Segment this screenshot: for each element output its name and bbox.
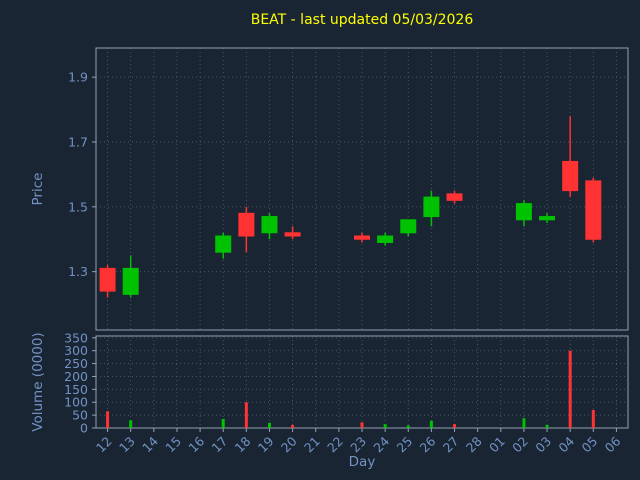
candle-body bbox=[377, 235, 394, 243]
x-tick-label: 27 bbox=[440, 434, 462, 456]
candle-body bbox=[423, 196, 440, 218]
candle-body bbox=[99, 267, 116, 292]
volume-tick-label: 100 bbox=[64, 395, 88, 410]
volume-bar bbox=[383, 424, 387, 428]
price-tick-label: 1.5 bbox=[68, 199, 88, 214]
x-tick-label: 18 bbox=[232, 433, 254, 455]
candle-body bbox=[284, 232, 301, 237]
volume-bar bbox=[406, 425, 410, 428]
candle-body bbox=[238, 212, 255, 237]
candle-body bbox=[562, 160, 579, 192]
x-tick-label: 20 bbox=[278, 433, 300, 455]
candle-body bbox=[354, 235, 370, 240]
volume-tick-label: 300 bbox=[64, 343, 88, 358]
volume-bar bbox=[106, 411, 110, 428]
volume-panel-spine bbox=[95, 335, 629, 429]
candle-body bbox=[400, 219, 417, 234]
x-tick-label: 03 bbox=[532, 434, 554, 456]
candle-body bbox=[539, 216, 556, 221]
volume-tick-label: 200 bbox=[64, 369, 88, 384]
x-tick-label: 12 bbox=[93, 434, 115, 456]
volume-tick-label: 350 bbox=[64, 330, 88, 345]
candle-body bbox=[585, 180, 602, 240]
x-tick-label: 01 bbox=[486, 434, 508, 456]
x-tick-label: 28 bbox=[463, 433, 485, 455]
x-tick-label: 02 bbox=[509, 434, 531, 456]
volume-tick-label: 0 bbox=[80, 421, 88, 436]
volume-tick-label: 50 bbox=[72, 408, 88, 423]
candle-body bbox=[515, 203, 532, 221]
x-tick-label: 13 bbox=[116, 434, 138, 456]
x-tick-label: 04 bbox=[555, 433, 577, 455]
volume-bar bbox=[453, 424, 457, 428]
x-tick-label: 22 bbox=[324, 434, 346, 456]
volume-bar bbox=[360, 422, 364, 428]
candle-body bbox=[261, 216, 278, 234]
x-axis-label: Day bbox=[348, 454, 376, 470]
x-tick-label: 23 bbox=[347, 434, 369, 456]
x-tick-label: 26 bbox=[417, 433, 439, 455]
volume-tick-label: 250 bbox=[64, 356, 88, 371]
price-tick-label: 1.9 bbox=[68, 70, 88, 85]
volume-bar bbox=[221, 418, 225, 428]
x-tick-label: 21 bbox=[301, 434, 323, 456]
candle-body bbox=[122, 267, 139, 295]
candle-body bbox=[215, 235, 232, 253]
volume-bar bbox=[291, 424, 295, 428]
volume-bar bbox=[568, 350, 572, 428]
volume-tick-label: 150 bbox=[64, 382, 88, 397]
volume-bar bbox=[244, 402, 248, 428]
price-tick-label: 1.3 bbox=[68, 264, 88, 279]
candle-body bbox=[446, 193, 463, 201]
chart-title: BEAT - last updated 05/03/2026 bbox=[250, 12, 474, 28]
x-tick-label: 17 bbox=[208, 434, 230, 456]
volume-bar bbox=[129, 420, 133, 428]
x-tick-label: 16 bbox=[185, 433, 207, 455]
x-tick-label: 06 bbox=[602, 433, 624, 455]
x-tick-label: 05 bbox=[579, 434, 601, 456]
volume-bar bbox=[591, 409, 595, 428]
x-tick-label: 15 bbox=[162, 434, 184, 456]
volume-bar bbox=[522, 418, 526, 428]
price-tick-label: 1.7 bbox=[68, 135, 88, 150]
volume-bar bbox=[267, 422, 271, 428]
x-tick-label: 14 bbox=[139, 433, 161, 455]
volume-bar bbox=[545, 424, 549, 428]
price-panel-spine bbox=[95, 47, 629, 331]
x-tick-label: 24 bbox=[370, 433, 392, 455]
volume-bar bbox=[429, 420, 433, 428]
x-tick-label: 25 bbox=[394, 434, 416, 456]
x-tick-label: 19 bbox=[255, 433, 277, 455]
